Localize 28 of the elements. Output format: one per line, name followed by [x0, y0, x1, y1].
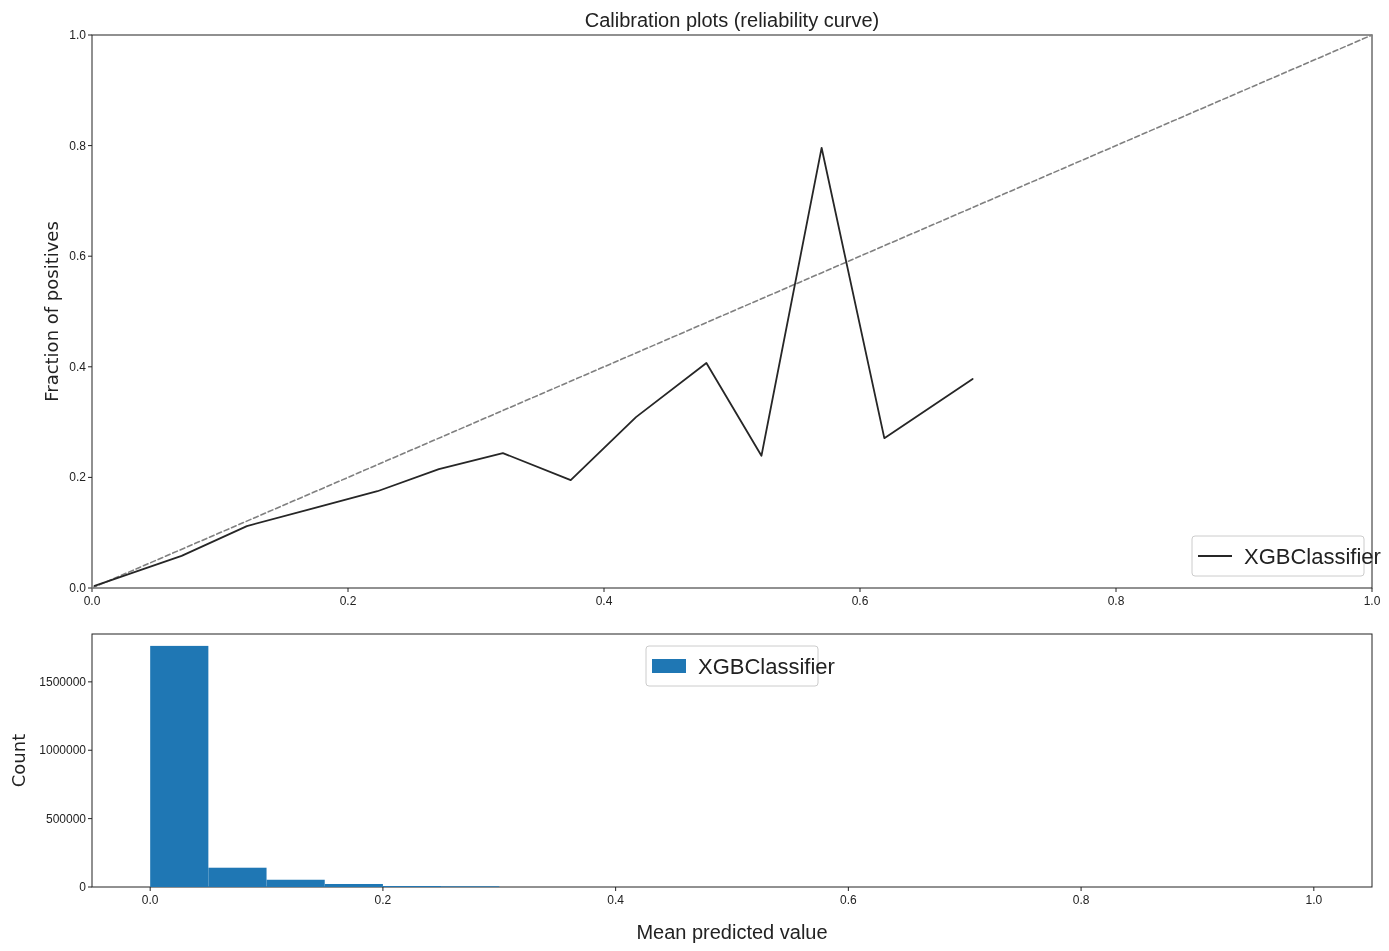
x-tick-label: 1.0 [1305, 893, 1323, 907]
x-tick-label: 1.0 [1363, 594, 1381, 608]
x-tick-label: 0.4 [607, 893, 625, 907]
y-tick-label: 0.2 [69, 470, 87, 485]
x-tick-label: 0.0 [83, 594, 101, 608]
y-tick-label: 0.0 [69, 581, 87, 595]
legend-label: XGBClassifier [1244, 544, 1381, 569]
y-tick-label: 1000000 [39, 743, 87, 758]
x-tick-label: 0.6 [840, 893, 858, 907]
y-tick-label: 500000 [45, 811, 87, 826]
x-tick-label: 0.4 [595, 594, 613, 608]
x-tick-label: 0.6 [851, 594, 869, 608]
y-tick-label: 0.4 [69, 359, 87, 374]
y-tick-label: 0 [79, 880, 87, 894]
x-tick-label: 0.8 [1107, 594, 1125, 608]
x-tick-label: 0.2 [339, 594, 357, 608]
y-tick-label: 1.0 [69, 28, 87, 42]
x-tick-label: 0.0 [141, 893, 159, 907]
y-axis-title: Count [8, 733, 29, 788]
x-axis-title: Mean predicted value [636, 921, 828, 943]
y-axis-title: Fraction of positives [41, 221, 62, 402]
legend-label: XGBClassifier [698, 654, 835, 679]
x-tick-label: 0.8 [1072, 893, 1090, 907]
y-tick-label: 0.8 [69, 138, 87, 153]
y-tick-label: 1500000 [39, 674, 87, 689]
chart-title: Calibration plots (reliability curve) [584, 9, 880, 31]
y-tick-label: 0.6 [69, 249, 87, 264]
x-tick-label: 0.2 [374, 893, 392, 907]
